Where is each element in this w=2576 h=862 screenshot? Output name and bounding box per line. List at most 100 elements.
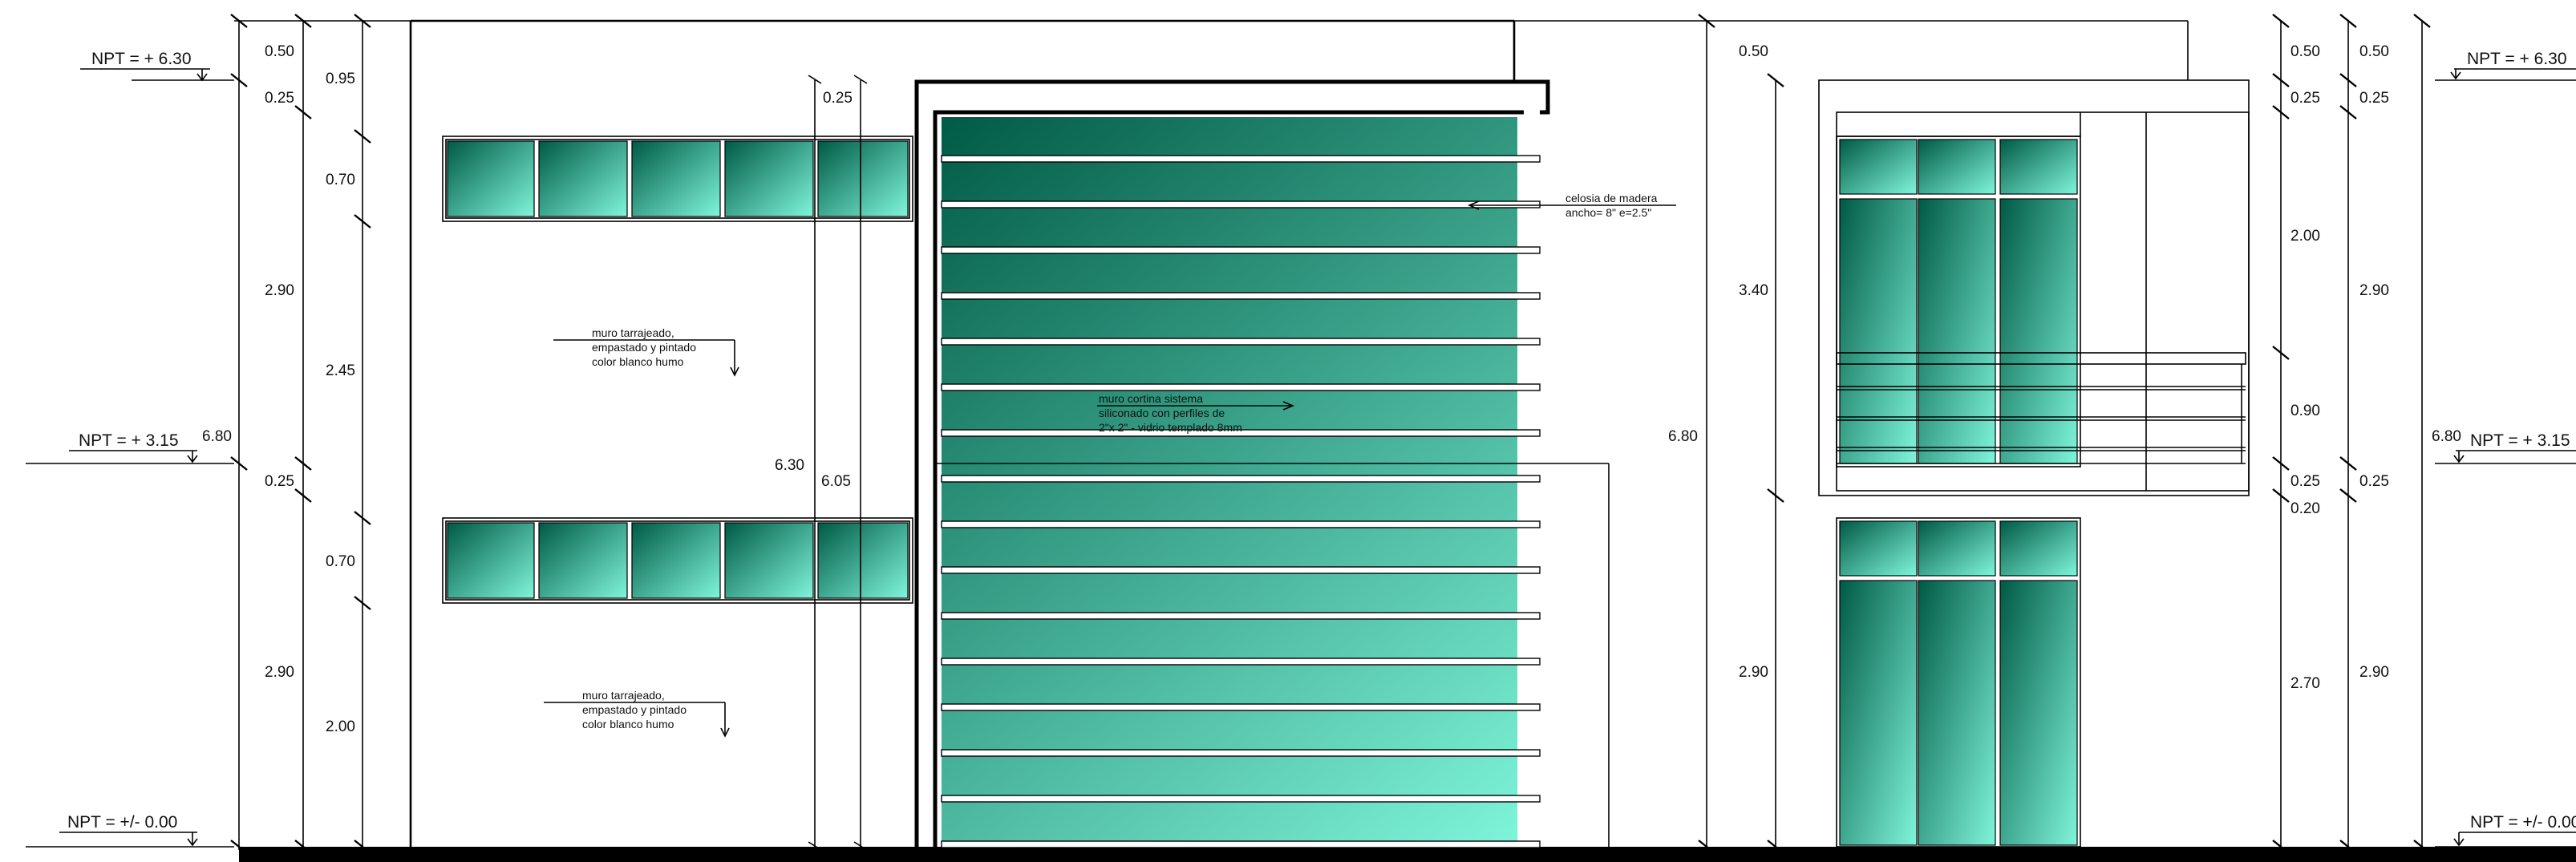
svg-text:2.90: 2.90 <box>2359 664 2389 681</box>
svg-text:NPT = + 3.15: NPT = + 3.15 <box>79 431 179 450</box>
note-curtain-wall: muro cortina sistema siliconado con perf… <box>1097 392 1295 434</box>
note-wall-lower: muro tarrajeado, empastado y pintado col… <box>544 689 730 738</box>
svg-text:0.95: 0.95 <box>326 71 355 87</box>
right-upper-window <box>1839 139 2078 464</box>
louver-slat <box>941 658 1541 666</box>
window-pane <box>631 522 721 599</box>
svg-text:0.20: 0.20 <box>2290 500 2320 517</box>
svg-text:muro tarrajeado,: muro tarrajeado, <box>592 326 674 339</box>
lower-window-band <box>442 517 913 604</box>
dimension-tick <box>2339 456 2357 471</box>
louver-slat <box>941 749 1541 757</box>
window-pane <box>817 522 909 599</box>
window-pane <box>538 522 628 599</box>
dimension-tick <box>2339 840 2357 854</box>
window-pane <box>1999 198 2078 464</box>
right-dimension-labels: 0.50 0.25 2.00 0.90 0.25 0.20 2.70 0.50 … <box>2290 43 2461 692</box>
svg-text:2.90: 2.90 <box>265 282 294 299</box>
svg-text:0.50: 0.50 <box>1739 43 1768 60</box>
window-pane <box>1999 139 2078 195</box>
svg-text:2"x 2" - vidrio templado 8mm: 2"x 2" - vidrio templado 8mm <box>1099 421 1242 434</box>
svg-text:3.40: 3.40 <box>1739 282 1768 299</box>
note-wall-upper: muro tarrajeado, empastado y pintado col… <box>553 326 739 377</box>
dimension-tick <box>354 596 371 610</box>
svg-text:NPT = + 3.15: NPT = + 3.15 <box>2470 431 2570 450</box>
svg-text:NPT = + 6.30: NPT = + 6.30 <box>2467 50 2567 68</box>
door-pane <box>1918 520 1996 577</box>
dimension-tick <box>354 214 371 229</box>
svg-text:6.05: 6.05 <box>821 473 851 490</box>
svg-text:empastado y pintado: empastado y pintado <box>592 341 696 354</box>
svg-text:0.25: 0.25 <box>823 90 853 107</box>
right-dimension-lines <box>1698 14 2431 854</box>
louver-slat <box>941 246 1541 254</box>
svg-text:0.25: 0.25 <box>265 473 294 490</box>
dimension-tick <box>2339 73 2357 87</box>
dimension-tick <box>230 456 248 471</box>
left-dimension-lines <box>230 14 411 854</box>
wood-lattice-louvers <box>941 155 1541 848</box>
dimension-tick <box>2272 73 2290 87</box>
svg-text:0.25: 0.25 <box>2290 90 2320 107</box>
svg-text:celosia de madera: celosia de madera <box>1565 192 1658 204</box>
svg-text:0.50: 0.50 <box>2359 43 2389 60</box>
dimension-tick <box>2272 14 2290 28</box>
svg-text:0.25: 0.25 <box>2359 473 2389 490</box>
left-block <box>409 19 1516 847</box>
dimension-tick <box>1767 488 1784 503</box>
louver-slat <box>941 795 1541 803</box>
louver-slat <box>941 338 1541 346</box>
svg-text:0.70: 0.70 <box>326 553 355 570</box>
svg-text:muro tarrajeado,: muro tarrajeado, <box>582 689 665 702</box>
dimension-tick <box>294 488 312 503</box>
door-pane <box>1999 580 2078 846</box>
dimension-tick <box>294 105 312 119</box>
svg-text:ancho= 8" e=2.5": ancho= 8" e=2.5" <box>1565 206 1651 219</box>
dimension-tick <box>1767 840 1784 854</box>
svg-text:2.70: 2.70 <box>2290 675 2320 692</box>
right-block-dimension-labels: 6.80 0.50 3.40 2.90 <box>1668 43 1768 681</box>
right-lower-door <box>1839 520 2078 846</box>
dimension-tick <box>2339 105 2357 119</box>
louver-slat <box>941 703 1541 711</box>
svg-text:NPT = +/- 0.00: NPT = +/- 0.00 <box>2470 813 2576 832</box>
svg-text:2.90: 2.90 <box>265 664 294 681</box>
svg-text:2.00: 2.00 <box>326 718 355 735</box>
ground-slab <box>239 847 2576 862</box>
dimension-tick <box>2272 488 2290 503</box>
louver-slat <box>941 155 1541 163</box>
window-pane <box>724 140 814 217</box>
dimension-tick <box>2413 840 2431 854</box>
door-pane <box>1918 580 1996 846</box>
dimension-tick <box>294 14 312 28</box>
level-marker-ground-left: NPT = +/- 0.00 <box>26 813 234 848</box>
svg-text:0.90: 0.90 <box>2290 403 2320 419</box>
louver-slat <box>941 566 1541 574</box>
svg-text:6.80: 6.80 <box>2432 428 2461 445</box>
dimension-tick <box>2272 456 2290 471</box>
svg-text:0.25: 0.25 <box>2359 90 2389 107</box>
svg-text:2.00: 2.00 <box>2290 228 2320 245</box>
door-pane <box>1839 580 1918 846</box>
dimension-tick <box>294 840 312 854</box>
svg-text:2.45: 2.45 <box>326 362 355 379</box>
window-pane <box>724 522 814 599</box>
dimension-tick <box>1698 14 1715 28</box>
svg-text:0.70: 0.70 <box>326 172 355 188</box>
dimension-tick <box>2339 488 2357 503</box>
door-pane <box>1839 520 1918 577</box>
dimension-tick <box>2272 840 2290 854</box>
dimension-tick <box>2272 105 2290 119</box>
dimension-tick <box>354 840 371 854</box>
svg-text:6.80: 6.80 <box>202 428 232 445</box>
window-pane <box>1918 139 1996 195</box>
window-pane <box>538 140 628 217</box>
louver-slat <box>941 475 1541 483</box>
svg-text:2.90: 2.90 <box>2359 282 2389 299</box>
svg-text:muro cortina sistema: muro cortina sistema <box>1099 392 1203 405</box>
dimension-tick <box>1698 840 1715 854</box>
svg-text:2.90: 2.90 <box>1739 664 1768 681</box>
louver-slat <box>941 612 1541 620</box>
louver-slat <box>941 429 1541 437</box>
